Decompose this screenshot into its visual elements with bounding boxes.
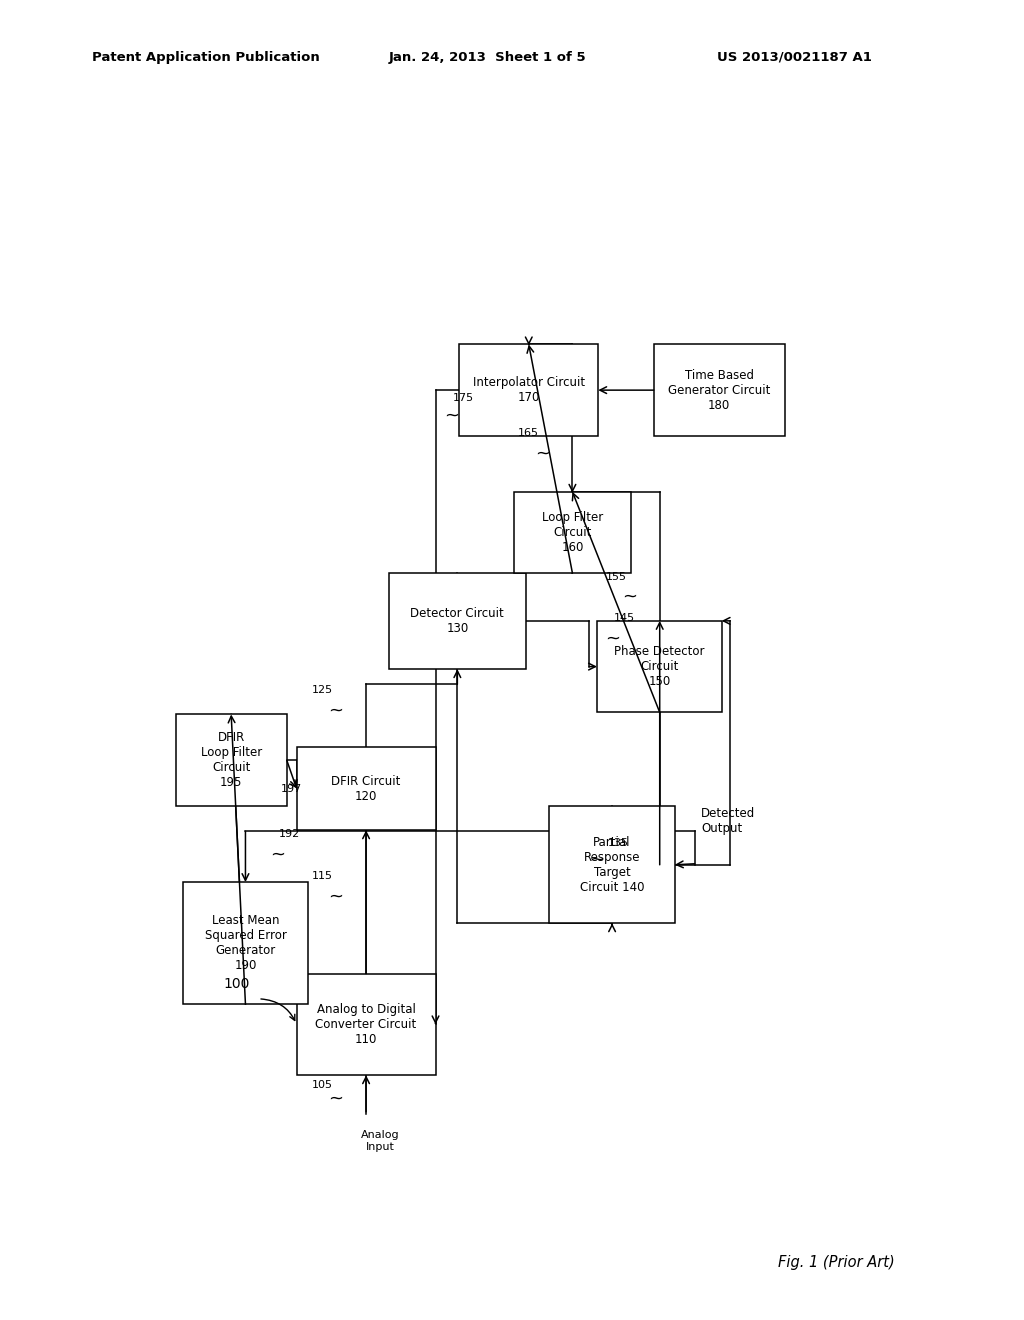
FancyBboxPatch shape (653, 345, 784, 436)
Text: 192: 192 (279, 829, 300, 838)
Text: 125: 125 (312, 685, 333, 696)
Text: 197: 197 (281, 784, 302, 793)
Text: ~: ~ (329, 701, 343, 719)
Text: Partial
Response
Target
Circuit 140: Partial Response Target Circuit 140 (580, 836, 644, 894)
Text: ~: ~ (535, 445, 550, 463)
FancyBboxPatch shape (550, 807, 675, 923)
Text: Time Based
Generator Circuit
180: Time Based Generator Circuit 180 (668, 368, 770, 412)
Text: 155: 155 (605, 572, 627, 582)
Text: 175: 175 (453, 393, 474, 404)
FancyBboxPatch shape (597, 620, 722, 713)
FancyBboxPatch shape (389, 573, 525, 669)
Text: Phase Detector
Circuit
150: Phase Detector Circuit 150 (614, 645, 705, 688)
FancyBboxPatch shape (460, 345, 598, 436)
Text: Detector Circuit
130: Detector Circuit 130 (411, 607, 504, 635)
Text: 145: 145 (614, 614, 635, 623)
Text: DFIR
Loop Filter
Circuit
195: DFIR Loop Filter Circuit 195 (201, 731, 262, 789)
Text: ~: ~ (589, 850, 604, 869)
Text: ~: ~ (443, 407, 459, 425)
Text: 165: 165 (518, 428, 540, 438)
Text: Loop Filter
Circuit
160: Loop Filter Circuit 160 (542, 511, 603, 554)
FancyBboxPatch shape (297, 747, 435, 830)
Text: ~: ~ (329, 1089, 343, 1107)
Text: ~: ~ (329, 888, 343, 906)
FancyBboxPatch shape (182, 882, 308, 1005)
Text: 135: 135 (608, 838, 629, 849)
Text: Analog to Digital
Converter Circuit
110: Analog to Digital Converter Circuit 110 (315, 1003, 417, 1045)
Text: 100: 100 (224, 977, 250, 991)
Text: 115: 115 (312, 871, 333, 882)
FancyBboxPatch shape (176, 714, 287, 805)
Text: Analog
Input: Analog Input (361, 1130, 399, 1152)
Text: Detected
Output: Detected Output (701, 807, 756, 836)
Text: 105: 105 (312, 1080, 333, 1090)
Text: Least Mean
Squared Error
Generator
190: Least Mean Squared Error Generator 190 (205, 913, 287, 972)
Text: DFIR Circuit
120: DFIR Circuit 120 (332, 775, 400, 803)
Text: Interpolator Circuit
170: Interpolator Circuit 170 (473, 376, 585, 404)
Text: Patent Application Publication: Patent Application Publication (92, 50, 319, 63)
FancyBboxPatch shape (297, 974, 435, 1076)
Text: ~: ~ (269, 845, 285, 863)
FancyBboxPatch shape (514, 492, 631, 573)
Text: Jan. 24, 2013  Sheet 1 of 5: Jan. 24, 2013 Sheet 1 of 5 (389, 50, 587, 63)
Text: US 2013/0021187 A1: US 2013/0021187 A1 (717, 50, 871, 63)
Text: Fig. 1 (Prior Art): Fig. 1 (Prior Art) (778, 1255, 895, 1270)
Text: ~: ~ (605, 630, 621, 648)
Text: ~: ~ (622, 587, 637, 606)
